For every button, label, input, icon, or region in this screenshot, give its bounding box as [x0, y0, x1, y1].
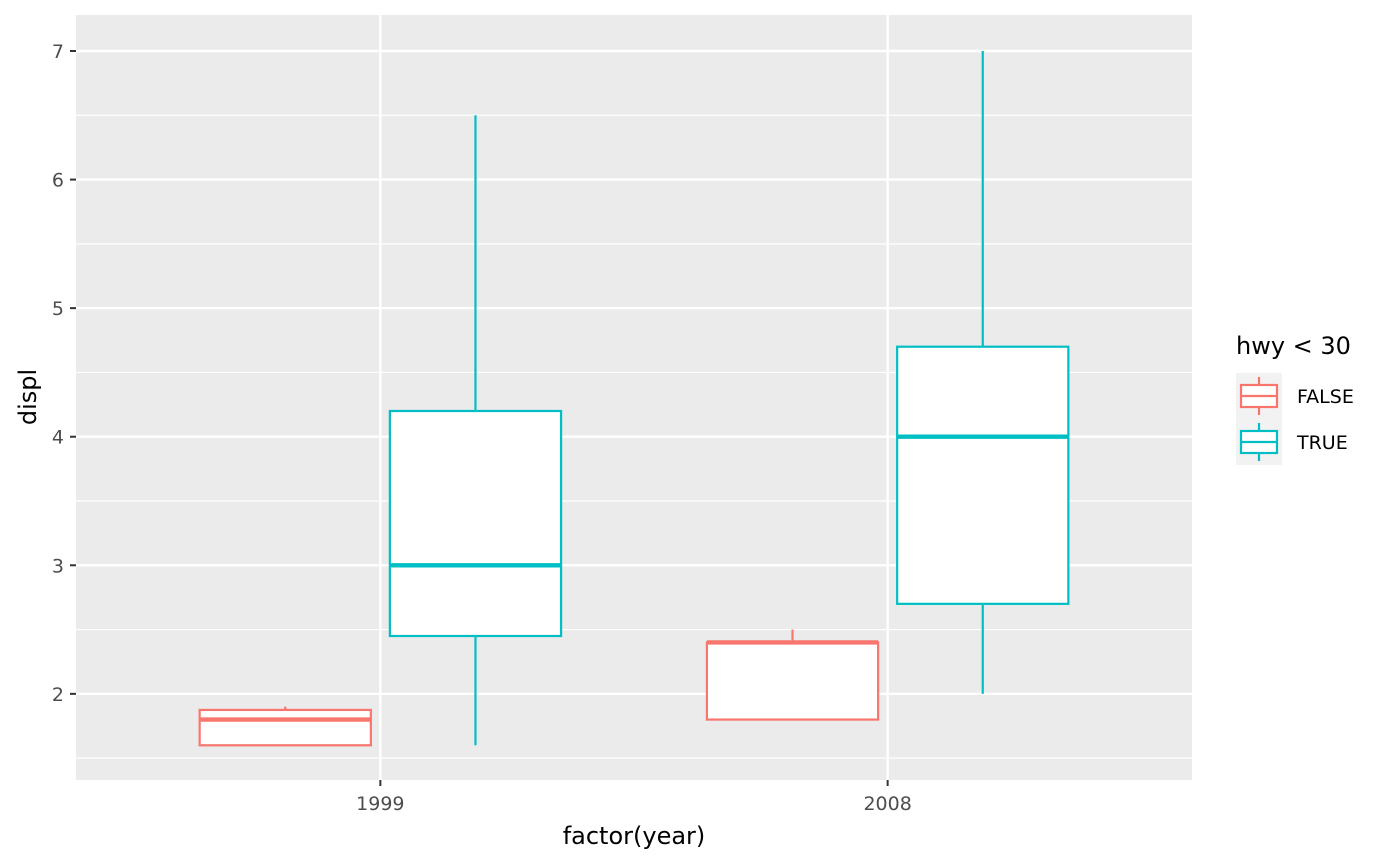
box	[388, 409, 563, 638]
legend-item-false: FALSE	[1236, 373, 1354, 419]
minor-gridlines	[76, 114, 1192, 759]
y-tick-label: 7	[52, 41, 64, 63]
legend: hwy < 30 FALSE TRUE	[1236, 332, 1354, 465]
legend-label: TRUE	[1296, 432, 1348, 454]
boxplot-false-2008	[705, 629, 880, 721]
legend-keys: FALSE TRUE	[1236, 373, 1354, 465]
x-tick-label: 2008	[863, 793, 911, 815]
legend-item-true: TRUE	[1236, 419, 1348, 465]
legend-title: hwy < 30	[1236, 332, 1351, 360]
box	[896, 345, 1070, 605]
box	[705, 641, 880, 721]
boxplot-false-1999	[198, 706, 372, 747]
x-axis: 1999 2008	[356, 780, 912, 815]
box	[198, 708, 372, 747]
y-axis: 2 3 4 5 6 7	[52, 41, 76, 706]
x-axis-title: factor(year)	[563, 822, 706, 850]
y-tick-label: 2	[52, 684, 64, 706]
x-tick-label: 1999	[356, 793, 404, 815]
boxplots	[198, 51, 1070, 747]
legend-label: FALSE	[1297, 386, 1354, 408]
major-gridlines	[76, 15, 1192, 780]
boxplot-true-1999	[388, 115, 563, 746]
y-axis-title: displ	[14, 369, 42, 425]
boxplot-true-2008	[896, 51, 1070, 694]
y-tick-label: 3	[52, 555, 64, 577]
y-tick-label: 6	[52, 170, 64, 192]
y-tick-label: 4	[52, 427, 64, 449]
y-tick-label: 5	[52, 298, 64, 320]
